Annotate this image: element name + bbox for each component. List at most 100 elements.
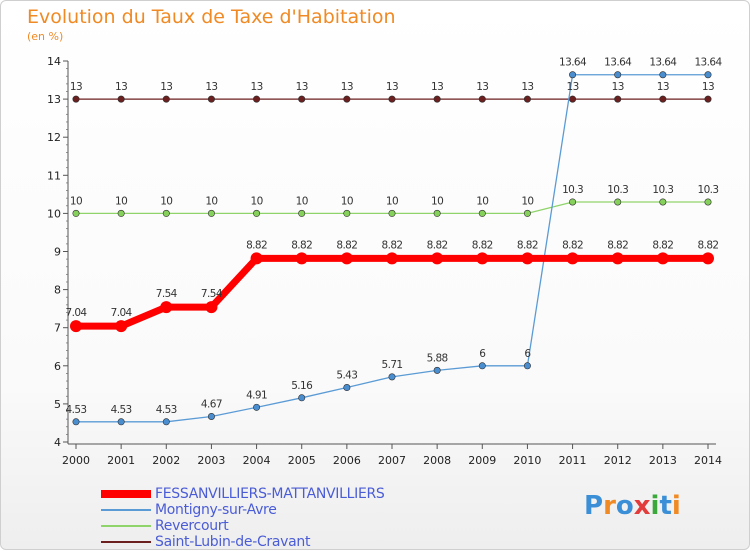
data-label: 7.04 <box>66 307 88 319</box>
data-point <box>298 394 306 402</box>
data-point <box>253 95 261 103</box>
data-point <box>72 95 80 103</box>
data-label: 8.82 <box>336 239 357 251</box>
data-point <box>656 252 669 265</box>
data-point <box>160 301 173 314</box>
x-tick-label: 2000 <box>62 454 90 467</box>
data-point <box>340 252 353 265</box>
data-label: 13 <box>612 81 624 93</box>
data-point <box>614 95 622 103</box>
data-label: 10.3 <box>562 184 583 196</box>
y-tick-label: 10 <box>47 207 61 220</box>
data-label: 7.54 <box>156 288 178 300</box>
data-point <box>250 252 263 265</box>
y-tick-label: 7 <box>54 322 61 335</box>
data-label: 8.82 <box>246 239 267 251</box>
data-point <box>70 320 82 333</box>
data-label: 13 <box>521 81 533 93</box>
data-point <box>117 209 125 217</box>
x-tick-label: 2012 <box>604 454 632 467</box>
data-point <box>433 366 441 374</box>
legend-label: FESSANVILLIERS-MATTANVILLIERS <box>155 486 385 502</box>
data-point <box>611 252 624 265</box>
data-point <box>72 418 80 426</box>
data-label: 13.64 <box>604 57 632 69</box>
legend-item: Montigny-sur-Avre <box>101 502 441 519</box>
data-label: 10.3 <box>698 184 719 196</box>
data-label: 10.3 <box>652 184 673 196</box>
x-tick-label: 2013 <box>649 454 677 467</box>
data-point <box>388 95 396 103</box>
data-point <box>659 71 667 79</box>
data-point <box>162 418 170 426</box>
data-label: 10 <box>296 195 308 207</box>
chart-unit-label: (en %) <box>27 30 64 43</box>
data-label: 10 <box>160 195 172 207</box>
x-tick-label: 2002 <box>152 454 180 467</box>
data-point <box>431 252 444 265</box>
data-point <box>207 412 215 420</box>
data-label: 6 <box>524 348 531 360</box>
legend-item: FESSANVILLIERS-MATTANVILLIERS <box>101 486 441 503</box>
data-label: 13 <box>566 81 578 93</box>
x-tick-label: 2004 <box>243 454 271 467</box>
data-label: 8.82 <box>562 239 583 251</box>
data-point <box>253 209 261 217</box>
data-label: 13.64 <box>649 57 677 69</box>
data-label: 6 <box>479 348 486 360</box>
data-point <box>388 209 396 217</box>
data-point <box>433 95 441 103</box>
data-point <box>343 384 351 392</box>
data-point <box>115 320 128 333</box>
data-label: 4.53 <box>66 404 87 416</box>
data-point <box>659 95 667 103</box>
data-point <box>433 209 441 217</box>
data-label: 7.54 <box>201 288 223 300</box>
data-point <box>478 95 486 103</box>
legend-label: Revercourt <box>155 518 229 534</box>
x-tick-label: 2010 <box>513 454 541 467</box>
data-label: 13 <box>296 81 308 93</box>
data-point <box>343 95 351 103</box>
data-label: 10 <box>205 195 217 207</box>
data-point <box>523 95 531 103</box>
y-tick-label: 5 <box>54 398 61 411</box>
data-label: 10 <box>115 195 127 207</box>
data-label: 5.88 <box>427 352 448 364</box>
legend-label: Saint-Lubin-de-Cravant <box>155 534 311 550</box>
data-label: 8.82 <box>472 239 493 251</box>
data-label: 13 <box>160 81 172 93</box>
data-label: 8.82 <box>291 239 312 251</box>
data-point <box>117 95 125 103</box>
data-point <box>207 95 215 103</box>
data-point <box>478 209 486 217</box>
data-label: 4.67 <box>201 398 222 410</box>
data-label: 5.16 <box>291 380 313 392</box>
legend-item: Revercourt <box>101 518 441 535</box>
data-label: 5.43 <box>336 370 357 382</box>
data-label: 13 <box>70 81 82 93</box>
data-label: 13 <box>386 81 398 93</box>
data-point <box>704 71 712 79</box>
data-label: 8.82 <box>652 239 673 251</box>
data-label: 10 <box>431 195 443 207</box>
legend-swatch <box>101 509 151 511</box>
x-tick-label: 2005 <box>288 454 316 467</box>
data-label: 13 <box>115 81 127 93</box>
data-label: 8.82 <box>382 239 403 251</box>
x-tick-label: 2011 <box>559 454 587 467</box>
x-tick-label: 2009 <box>468 454 496 467</box>
data-label: 13 <box>476 81 488 93</box>
data-label: 10.3 <box>607 184 628 196</box>
data-label: 4.53 <box>111 404 132 416</box>
data-label: 10 <box>386 195 398 207</box>
data-label: 13 <box>250 81 262 93</box>
proxiti-logo: Proxiti <box>584 491 681 521</box>
data-point <box>478 362 486 370</box>
y-tick-label: 11 <box>47 169 61 182</box>
data-point <box>343 209 351 217</box>
data-point <box>566 252 579 265</box>
data-label: 8.82 <box>517 239 538 251</box>
legend-swatch <box>101 541 151 543</box>
